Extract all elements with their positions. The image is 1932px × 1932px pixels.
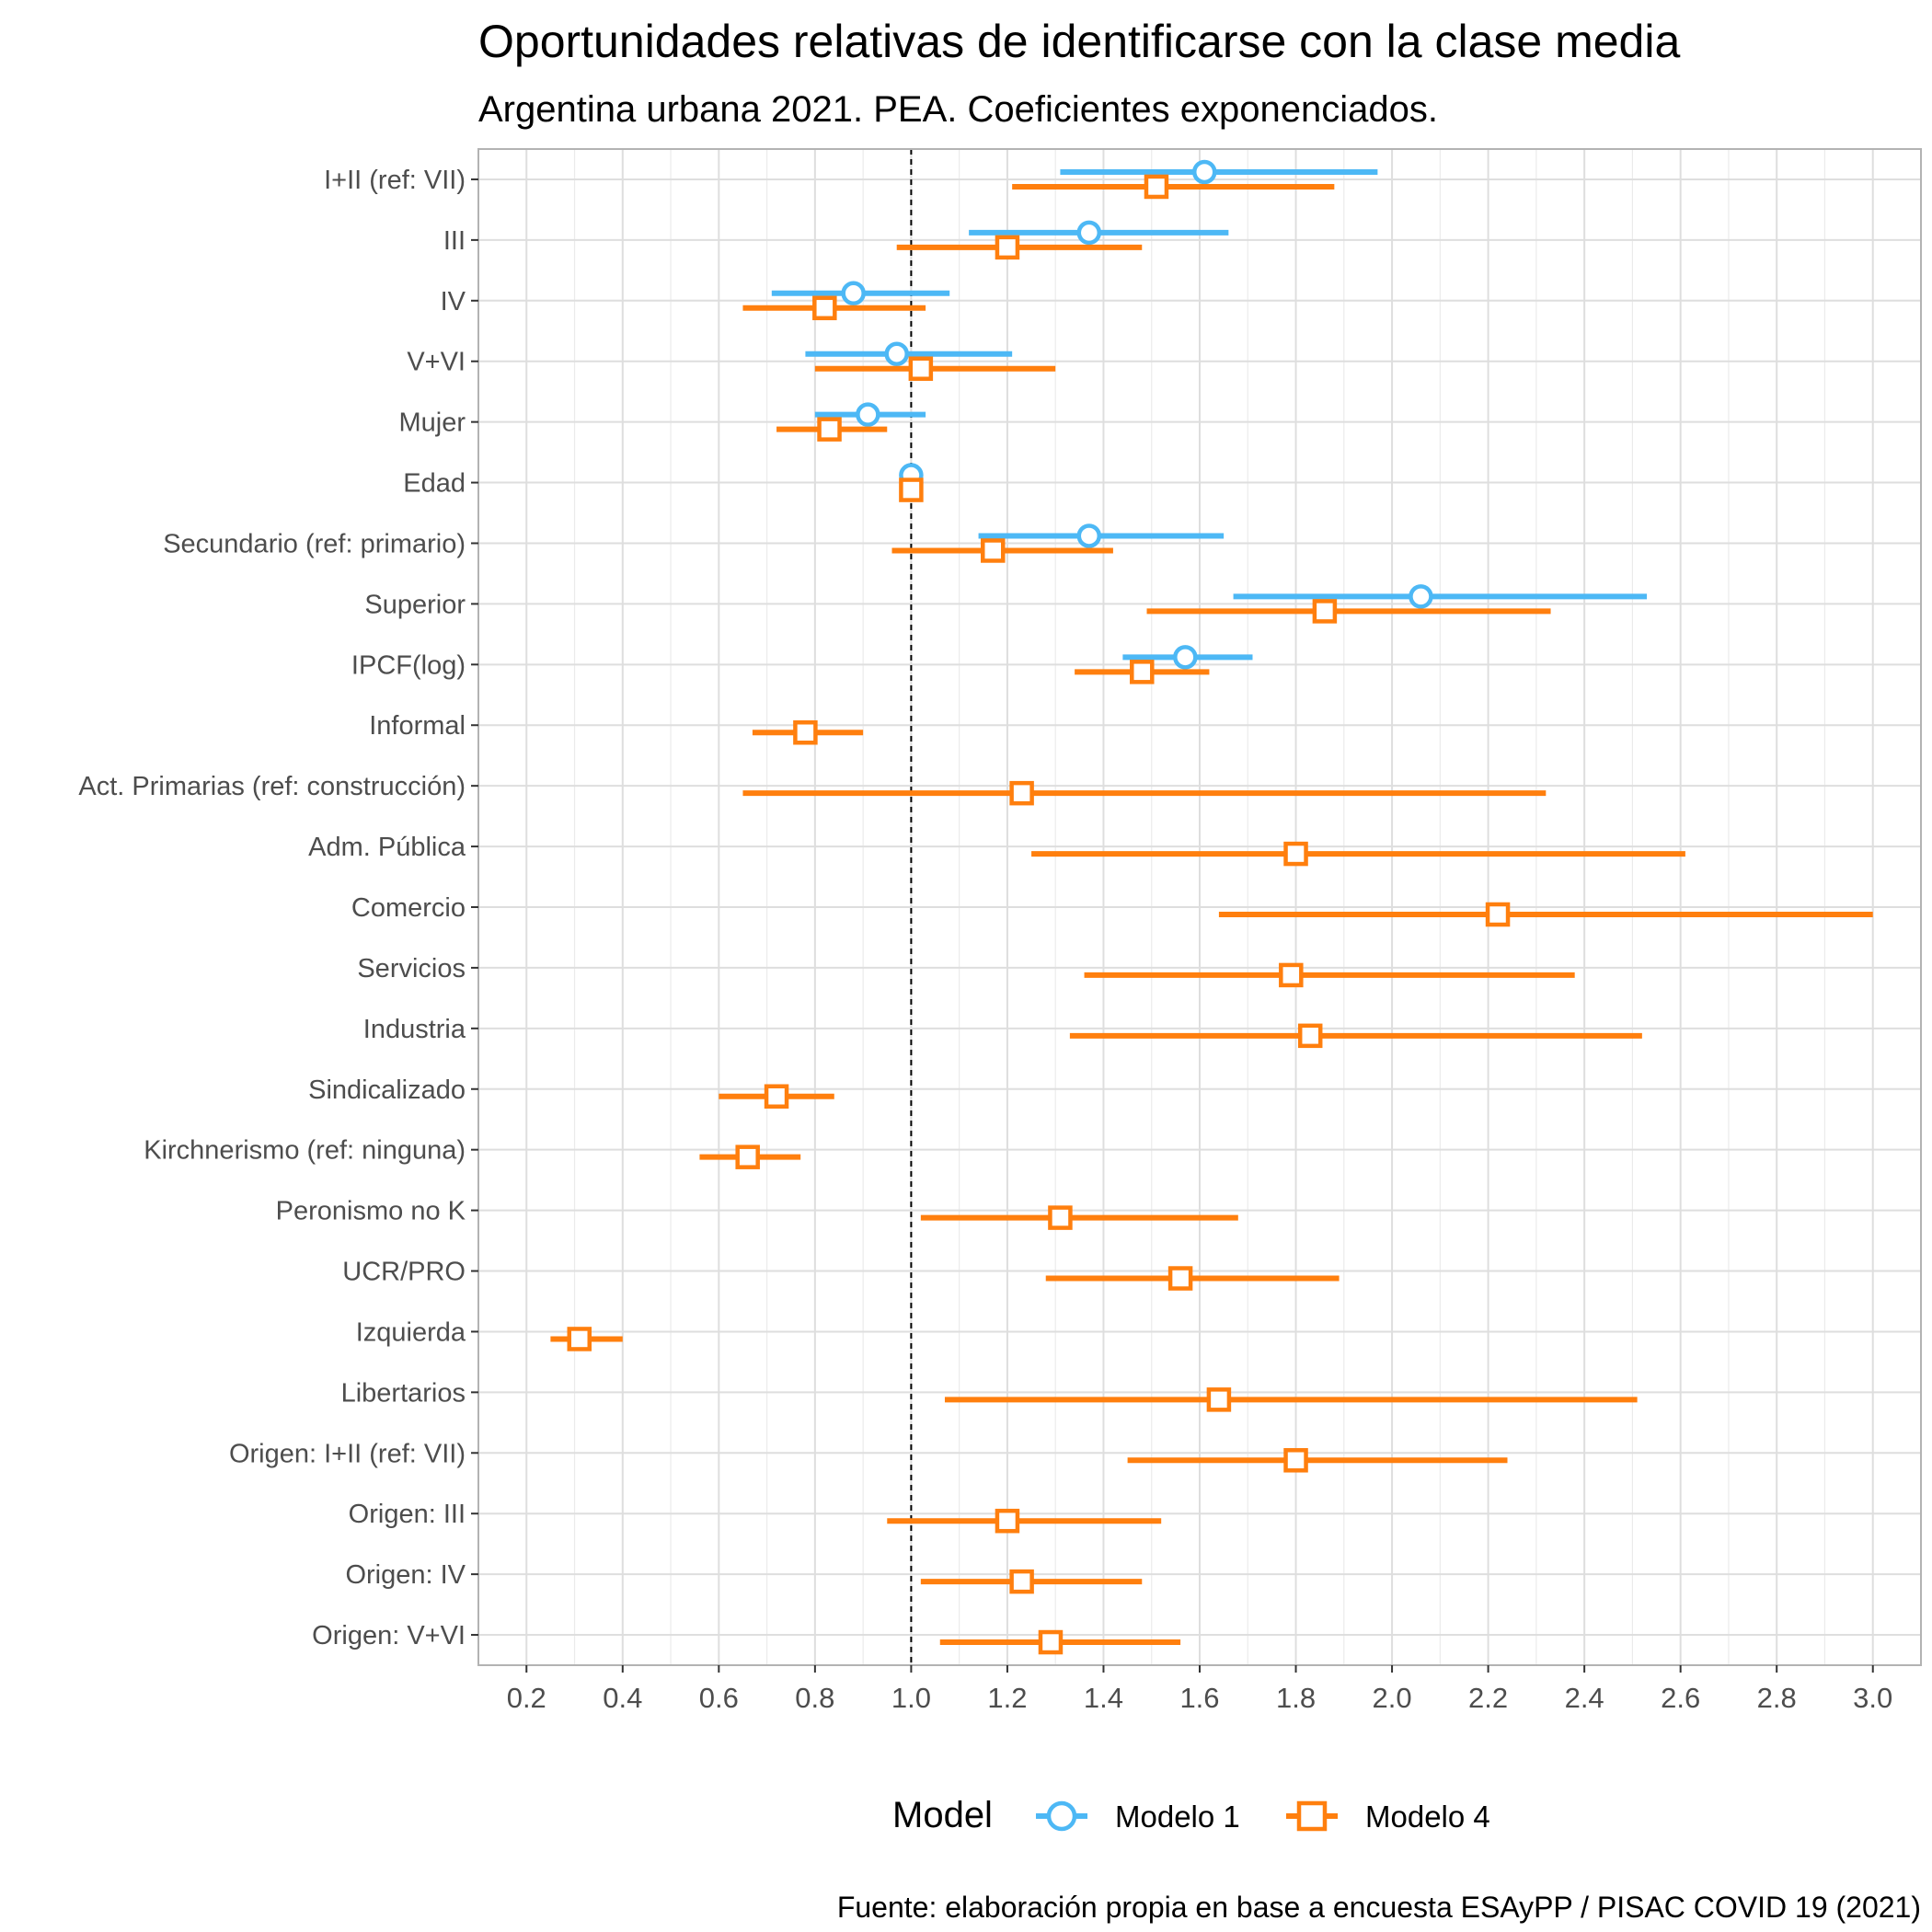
category-label: Origen: V+VI [312,1621,466,1650]
point-marker [1167,1266,1193,1291]
x-tick-label: 3.0 [1853,1682,1892,1714]
category-label: III [443,226,466,256]
category-label: IPCF(log) [351,650,466,680]
x-axis-ticks: 0.2 0.4 0.6 0.8 1.0 1.2 1.4 1.6 1.8 2.0 2.2 2.4 2.6 2… [507,1665,1892,1714]
point-marker [1283,841,1308,867]
category-label: Secundario (ref: primario) [163,529,466,558]
point-marker [1009,780,1034,806]
point-marker [567,1327,592,1351]
chart-caption: Fuente: elaboración propia en base a enc… [837,1891,1921,1924]
legend-title: Model [892,1795,993,1835]
series-modelo-4 [550,174,1873,1655]
point-marker [908,356,934,381]
x-tick-label: 1.4 [1084,1682,1123,1714]
point-marker [995,235,1020,260]
legend-label: Modelo 1 [1115,1800,1240,1834]
legend-item-modelo-4: Modelo 4 [1286,1800,1490,1834]
category-label: Origen: I+II (ref: VII) [229,1439,466,1468]
category-label: Industria [363,1015,466,1044]
category-label: Libertarios [341,1378,466,1408]
point-marker [1038,1629,1064,1655]
chart-subtitle: Argentina urbana 2021. PEA. Coeficientes… [478,89,1438,130]
x-tick-label: 1.8 [1276,1682,1316,1714]
category-label: I+II (ref: VII) [324,166,466,195]
legend: Model Modelo 1 Modelo 4 [892,1795,1490,1835]
point-marker [764,1084,789,1110]
point-marker [1206,1387,1232,1412]
point-marker [1130,660,1155,684]
category-label: Origen: IV [345,1560,466,1590]
legend-label: Modelo 4 [1365,1800,1490,1834]
x-tick-label: 0.6 [699,1682,739,1714]
point-marker [735,1144,760,1169]
legend-key-square [1296,1800,1328,1832]
chart-title: Oportunidades relativas de identificarse… [478,16,1680,67]
x-tick-label: 0.8 [795,1682,834,1714]
category-label: Mujer [398,408,466,438]
x-tick-label: 2.4 [1565,1682,1604,1714]
point-marker [1485,902,1511,927]
x-tick-label: 0.4 [603,1682,642,1714]
category-label: IV [441,287,466,316]
x-tick-label: 2.8 [1757,1682,1797,1714]
category-label: Adm. Pública [308,833,466,862]
series-layer [550,159,1873,1655]
point-marker [995,1508,1020,1534]
y-axis-labels: I+II (ref: VII) III IV V+VI Mujer Edad Secunda… [78,166,478,1650]
point-marker [856,402,880,427]
category-label: Servicios [357,954,466,983]
x-tick-label: 1.0 [891,1682,931,1714]
x-tick-label: 2.2 [1468,1682,1508,1714]
legend-item-modelo-1: Modelo 1 [1036,1800,1240,1834]
series-modelo-1 [771,159,1648,670]
category-label: V+VI [407,348,466,377]
point-marker [841,281,866,306]
point-marker [1409,584,1433,609]
x-tick-label: 2.0 [1373,1682,1412,1714]
category-label: Kirchnerismo (ref: ninguna) [144,1136,466,1166]
category-label: UCR/PRO [342,1258,466,1287]
category-label: Informal [369,711,466,741]
point-marker [899,477,924,502]
point-marker [1076,523,1102,548]
category-label: Superior [364,590,466,619]
point-marker [812,295,837,321]
point-marker [1297,1023,1323,1049]
point-marker [1283,1448,1308,1473]
point-marker [1173,645,1198,670]
category-label: Comercio [351,893,466,923]
point-marker [1076,220,1102,246]
point-marker [817,417,842,442]
point-marker [1312,599,1338,624]
category-label: Izquierda [356,1317,466,1347]
x-tick-label: 1.6 [1179,1682,1219,1714]
category-label: Sindicalizado [308,1075,466,1105]
grid [478,149,1921,1665]
point-marker [884,341,909,366]
category-label: Peronismo no K [276,1197,466,1226]
x-tick-label: 1.2 [987,1682,1027,1714]
x-tick-label: 0.2 [507,1682,546,1714]
point-marker [981,538,1006,563]
category-label: Edad [403,469,466,499]
point-marker [1191,159,1217,185]
point-marker [1279,962,1304,988]
point-marker [793,719,818,745]
category-label: Origen: III [349,1500,466,1529]
category-label: Act. Primarias (ref: construcción) [78,772,466,801]
point-marker [1048,1205,1073,1230]
x-tick-label: 2.6 [1661,1682,1700,1714]
point-marker [1144,174,1169,200]
point-marker [1009,1569,1034,1594]
legend-key-circle [1046,1800,1077,1832]
